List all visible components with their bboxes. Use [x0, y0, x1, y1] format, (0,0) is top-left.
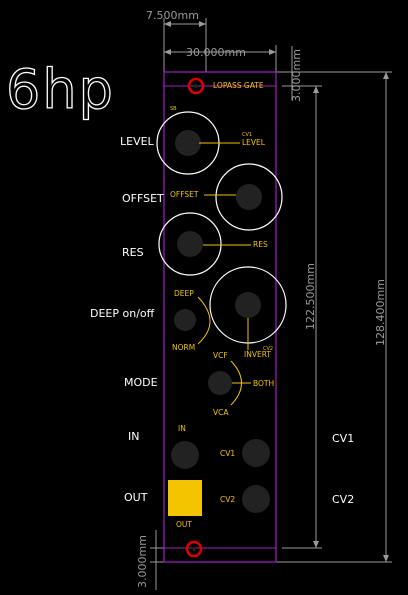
sb-label: SB — [170, 106, 177, 112]
deep-switch[interactable] — [174, 309, 196, 331]
in-panel-label: IN — [178, 424, 186, 433]
vcf-panel-label: VCF — [213, 351, 228, 360]
out-jack[interactable] — [168, 480, 202, 516]
both-panel-label: BOTH — [253, 379, 274, 388]
norm-panel-label: NORM — [172, 343, 195, 352]
res-knob[interactable] — [158, 212, 222, 276]
dimension-arrows — [164, 21, 389, 562]
cv1-small-label: CV1 — [242, 132, 252, 138]
hp-title: 6hp — [6, 58, 115, 121]
out-panel-label: OUT — [176, 520, 192, 529]
mode-switch[interactable] — [208, 371, 232, 395]
cv2-jack[interactable] — [242, 485, 270, 513]
invert-panel-label: INVERT — [244, 350, 271, 359]
mount-hole-bottom — [185, 540, 203, 558]
mount-hole-top — [187, 77, 205, 95]
vca-panel-label: VCA — [213, 408, 229, 417]
cv2-small-label: CV2 — [263, 346, 273, 352]
out-label: OUT — [124, 491, 148, 504]
dimension-lines — [150, 18, 392, 590]
cv1-panel-label: CV1 — [220, 449, 235, 458]
cv1-label: CV1 — [332, 432, 354, 445]
in-label: IN — [128, 430, 139, 443]
in-jack[interactable] — [171, 441, 199, 469]
offset-panel-label: OFFSET — [170, 190, 199, 199]
level-label: LEVEL — [120, 135, 155, 148]
mount-hole-bottom-center — [192, 547, 196, 551]
offset-knob[interactable] — [215, 163, 283, 231]
cv1-jack[interactable] — [242, 439, 270, 467]
dim-height-total: 128.400mm — [374, 279, 387, 346]
res-panel-label: RES — [253, 240, 268, 249]
mode-label: MODE — [124, 376, 158, 389]
res-label: RES — [122, 246, 144, 259]
mount-hole-top-center — [194, 84, 198, 88]
dim-width-panel: 30.000mm — [186, 46, 246, 59]
deep-label: DEEP on/off — [90, 307, 155, 320]
header-label: LOPASS GATE — [213, 81, 264, 90]
cv2-panel-label: CV2 — [220, 495, 235, 504]
dim-height-inner: 122.500mm — [304, 263, 317, 330]
deep-panel-label: DEEP — [174, 289, 194, 298]
level-panel-label: LEVEL — [242, 138, 266, 147]
silkscreen-lines — [197, 142, 251, 406]
offset-label: OFFSET — [122, 192, 164, 205]
dim-margin-bottom: 3.000mm — [136, 535, 149, 588]
dim-margin-top: 3.000mm — [290, 49, 303, 102]
cv2-label: CV2 — [332, 493, 354, 506]
dim-width-top: 7.500mm — [146, 9, 199, 22]
panel-outline — [163, 71, 277, 563]
